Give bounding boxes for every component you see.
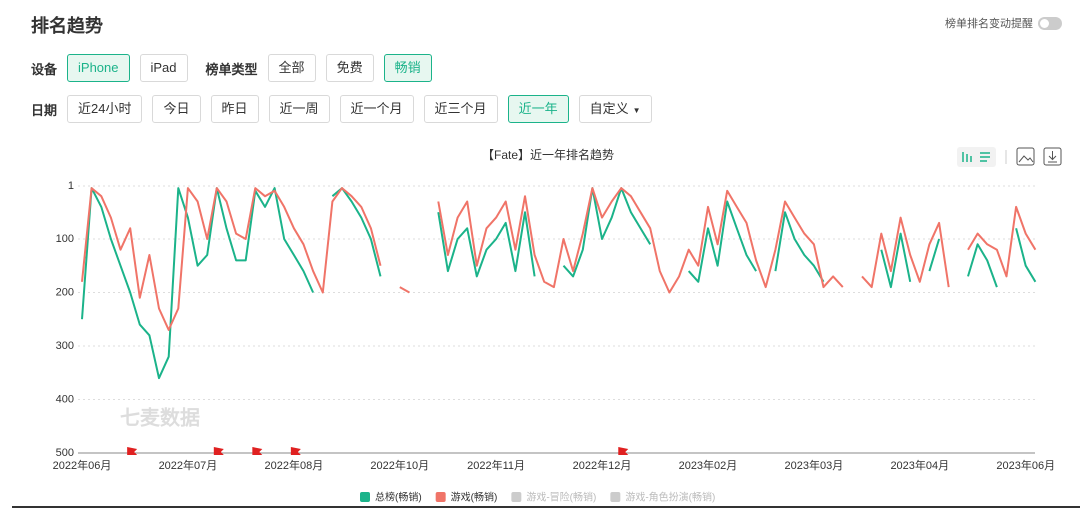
filter-label: 日期 <box>31 102 58 118</box>
legend-label: 游戏(畅销) <box>451 491 498 504</box>
filter-row: 设备 iPhone iPad 榜单类型 全部 免费 畅销 <box>31 54 442 82</box>
download-button[interactable] <box>1043 147 1062 166</box>
x-tick-label: 2022年08月 <box>265 458 324 472</box>
toolbar <box>957 147 1062 167</box>
switch[interactable] <box>1038 16 1062 30</box>
page-title: 排名趋势 <box>31 16 103 36</box>
series-line <box>81 187 1037 331</box>
legend-swatch <box>360 492 370 502</box>
event-flag <box>618 447 629 457</box>
image-button[interactable] <box>1016 147 1035 166</box>
filter-button[interactable]: 今日 <box>152 95 201 123</box>
x-tick-label: 2023年04月 <box>890 458 949 472</box>
filter-button[interactable]: 近一个月 <box>339 95 414 123</box>
legend-label: 总榜(畅销) <box>375 491 422 504</box>
series-line <box>81 187 1037 380</box>
filter-button[interactable]: 全部 <box>267 54 316 82</box>
filter-button[interactable]: 近三个月 <box>423 95 498 123</box>
legend-swatch-inactive <box>511 492 522 502</box>
x-tick-label: 2022年06月 <box>53 458 112 472</box>
filter-button[interactable]: 近一周 <box>268 95 330 123</box>
x-tick-label: 2023年06月 <box>996 458 1055 472</box>
toggle[interactable]: 榜单排名变动提醒 <box>945 15 1062 31</box>
y-tick-label: 1 <box>68 180 74 192</box>
watermark: 七麦数据 <box>120 405 200 429</box>
x-tick-label: 2023年03月 <box>785 458 844 472</box>
legend-label-inactive: 游戏-角色扮演(畅销) <box>625 491 715 504</box>
filter-label: 设备 <box>31 61 58 77</box>
legend-label-inactive: 游戏-冒险(畅销) <box>526 491 596 504</box>
filter-button[interactable]: 畅销 <box>383 54 432 82</box>
chart-title: 【Fate】近一年排名趋势 <box>482 147 614 162</box>
event-flag <box>127 447 138 457</box>
legend-swatch-inactive <box>610 492 621 502</box>
filter-button[interactable]: 自定义 ▼ <box>578 95 652 123</box>
toggle-label: 榜单排名变动提醒 <box>945 18 1033 30</box>
event-flag <box>213 447 224 457</box>
x-tick-label: 2022年10月 <box>370 458 429 472</box>
legend-swatch <box>435 492 446 502</box>
filter-button[interactable]: 免费 <box>325 54 374 82</box>
y-tick-label: 100 <box>56 233 74 245</box>
event-flag <box>290 447 301 457</box>
event-flag <box>252 447 263 457</box>
filter-button[interactable]: iPhone <box>67 54 130 82</box>
x-tick-label: 2022年11月 <box>467 458 525 472</box>
filter-button[interactable]: 近一年 <box>507 95 569 123</box>
view-icons <box>962 152 990 162</box>
x-tick-label: 2022年07月 <box>159 458 218 472</box>
filter-button[interactable]: 近24小时 <box>67 95 143 123</box>
dropdown-arrow: ▼ <box>632 106 641 115</box>
filter-button[interactable]: iPad <box>139 54 188 82</box>
image-icon <box>1018 155 1034 163</box>
y-tick-label: 300 <box>56 340 74 352</box>
filter-row: 日期 近24小时 今日 昨日 近一周 近一个月 近三个月 近一年 自定义 ▼ <box>31 95 662 123</box>
y-tick-label: 400 <box>56 393 74 405</box>
download-icon <box>1048 151 1057 163</box>
y-tick-label: 500 <box>56 447 74 459</box>
x-tick-label: 2023年02月 <box>679 458 738 472</box>
filter-button[interactable]: 昨日 <box>210 95 259 123</box>
y-tick-label: 200 <box>56 286 74 298</box>
filter-label: 榜单类型 <box>205 61 258 77</box>
x-tick-label: 2022年12月 <box>573 458 632 472</box>
